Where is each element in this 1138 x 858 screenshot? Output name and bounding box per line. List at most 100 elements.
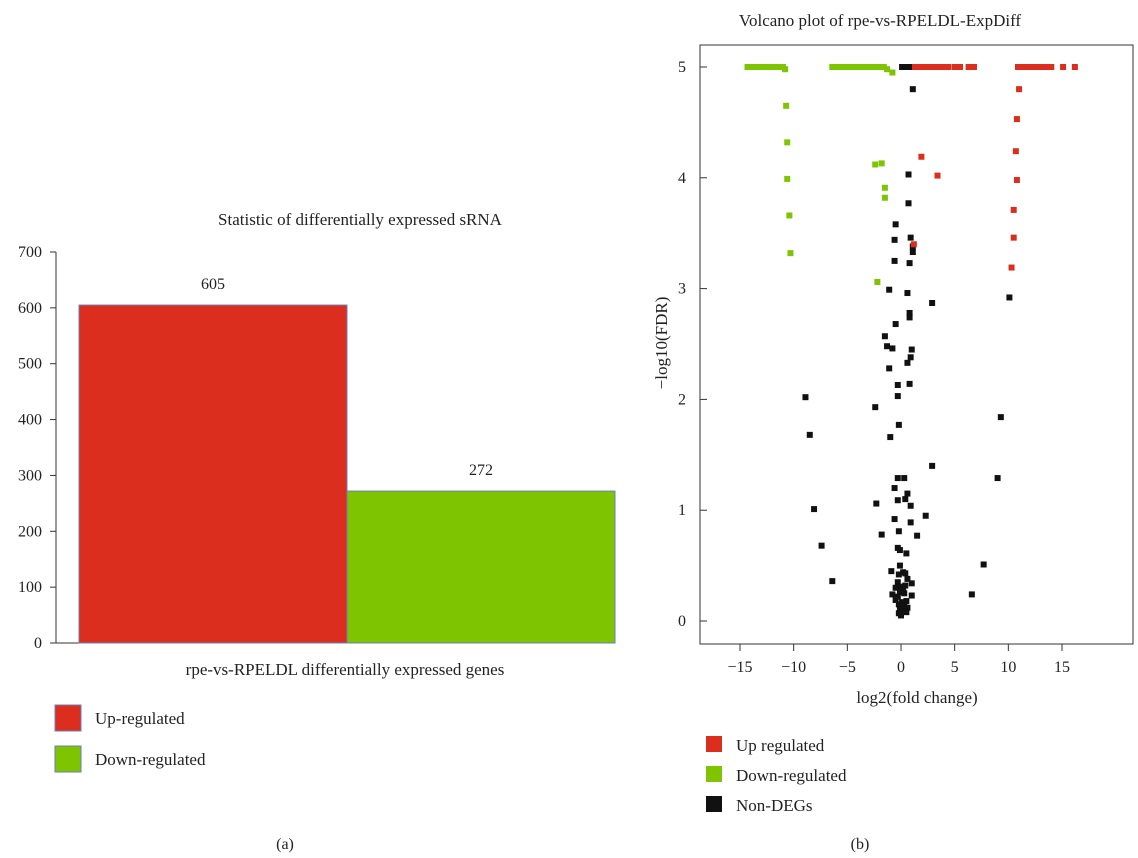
point-non-deg: [906, 309, 913, 316]
point-non-deg: [806, 431, 813, 438]
bar-chart: Statistic of differentially expressed sR…: [18, 210, 616, 853]
point-non-deg: [903, 550, 910, 557]
point-down-regulated: [747, 64, 754, 70]
point-non-deg: [909, 249, 916, 256]
point-up-regulated: [1048, 64, 1055, 70]
point-non-deg: [1006, 294, 1013, 301]
point-down-regulated: [754, 64, 761, 70]
point-non-deg: [902, 64, 909, 70]
volcano-x-tick-label: 10: [1000, 659, 1016, 676]
point-up-regulated: [928, 64, 935, 70]
point-up-regulated: [1012, 148, 1019, 155]
point-non-deg: [904, 575, 911, 582]
point-up-regulated: [940, 64, 947, 70]
point-non-deg: [894, 475, 901, 482]
point-up-regulated: [1034, 64, 1041, 70]
volcano-plot-x-axis-label: log2(fold change): [856, 688, 977, 707]
point-down-regulated: [776, 64, 783, 70]
point-non-deg: [905, 64, 912, 70]
point-non-deg: [908, 64, 915, 70]
point-down-regulated: [787, 250, 794, 257]
point-non-deg: [886, 365, 893, 372]
bar-chart-value-labels: 605 272: [201, 276, 493, 479]
point-down-regulated: [855, 64, 862, 70]
legend-swatch-up-regulated: [54, 704, 82, 732]
point-non-deg: [909, 86, 916, 93]
point-up-regulated: [1031, 64, 1038, 70]
point-down-regulated: [881, 194, 888, 201]
point-non-deg: [980, 561, 987, 568]
point-non-deg: [907, 234, 914, 241]
point-up-regulated: [945, 64, 952, 70]
point-down-regulated: [858, 64, 865, 70]
point-non-deg: [929, 300, 936, 307]
point-up-regulated: [965, 64, 972, 70]
point-non-deg: [878, 531, 885, 538]
point-non-deg: [900, 586, 907, 593]
point-up-regulated: [1010, 234, 1017, 241]
point-non-deg: [895, 571, 902, 578]
point-up-regulated: [1013, 116, 1020, 123]
point-non-deg: [903, 598, 910, 605]
point-down-regulated: [770, 64, 777, 70]
point-down-regulated: [842, 64, 849, 70]
point-non-deg: [968, 591, 975, 598]
point-down-regulated: [782, 66, 789, 73]
point-non-deg: [891, 236, 898, 243]
point-non-deg: [881, 333, 888, 340]
point-non-deg: [906, 380, 913, 387]
bar-chart-y-tick-label: 700: [18, 244, 42, 261]
point-non-deg: [829, 578, 836, 585]
point-non-deg: [908, 346, 915, 353]
point-non-deg: [902, 496, 909, 503]
point-non-deg: [904, 359, 911, 366]
point-non-deg: [889, 345, 896, 352]
point-non-deg: [873, 500, 880, 507]
point-up-regulated: [934, 64, 941, 70]
point-non-deg: [888, 568, 895, 575]
legend-label-down-regulated-b: Down-regulated: [736, 766, 847, 785]
point-down-regulated: [872, 161, 879, 168]
volcano-x-tick-label: 5: [951, 659, 959, 676]
point-non-deg: [900, 608, 907, 615]
point-non-deg: [896, 606, 903, 613]
point-non-deg: [901, 590, 908, 597]
point-non-deg: [896, 547, 903, 554]
point-down-regulated: [783, 102, 790, 109]
point-non-deg: [886, 286, 893, 293]
point-up-regulated: [970, 64, 977, 70]
point-down-regulated: [835, 64, 842, 70]
point-up-regulated: [921, 64, 928, 70]
legend-label-non-degs: Non-DEGs: [736, 796, 813, 815]
volcano-plot-points: [744, 64, 1078, 619]
point-non-deg: [902, 582, 909, 589]
bar-chart-y-tick-label: 400: [18, 412, 42, 429]
point-non-deg: [908, 580, 915, 587]
volcano-y-tick-label: 2: [678, 391, 686, 408]
volcano-plot-x-axis: −15 −10 −5 0 5 10 15: [727, 644, 1070, 676]
point-non-deg: [895, 528, 902, 535]
point-up-regulated: [957, 64, 964, 70]
point-non-deg: [898, 583, 904, 590]
point-non-deg: [894, 381, 901, 388]
point-down-regulated: [838, 64, 845, 70]
point-non-deg: [895, 421, 902, 428]
point-down-regulated: [871, 64, 878, 70]
bar-chart-x-axis-label: rpe-vs-RPELDL differentially expressed g…: [186, 660, 505, 679]
point-non-deg: [907, 502, 914, 509]
bar-chart-y-tick-label: 600: [18, 300, 42, 317]
point-up-regulated: [1040, 64, 1047, 70]
point-non-deg: [997, 414, 1004, 421]
volcano-x-tick-label: 15: [1054, 659, 1070, 676]
point-up-regulated: [915, 64, 922, 70]
legend-swatch-down-regulated: [54, 745, 82, 773]
volcano-y-tick-label: 5: [678, 59, 686, 76]
volcano-plot-y-axis: 0 1 2 3 4 5: [678, 59, 707, 630]
bar-down-regulated: [346, 490, 616, 644]
point-non-deg: [892, 596, 899, 603]
point-down-regulated: [763, 64, 770, 70]
point-up-regulated: [1018, 64, 1025, 70]
bar-chart-y-axis: 0 100 200 300 400 500 600 700: [18, 244, 57, 652]
bar-chart-y-tick-label: 200: [18, 523, 42, 540]
point-down-regulated: [767, 64, 774, 70]
